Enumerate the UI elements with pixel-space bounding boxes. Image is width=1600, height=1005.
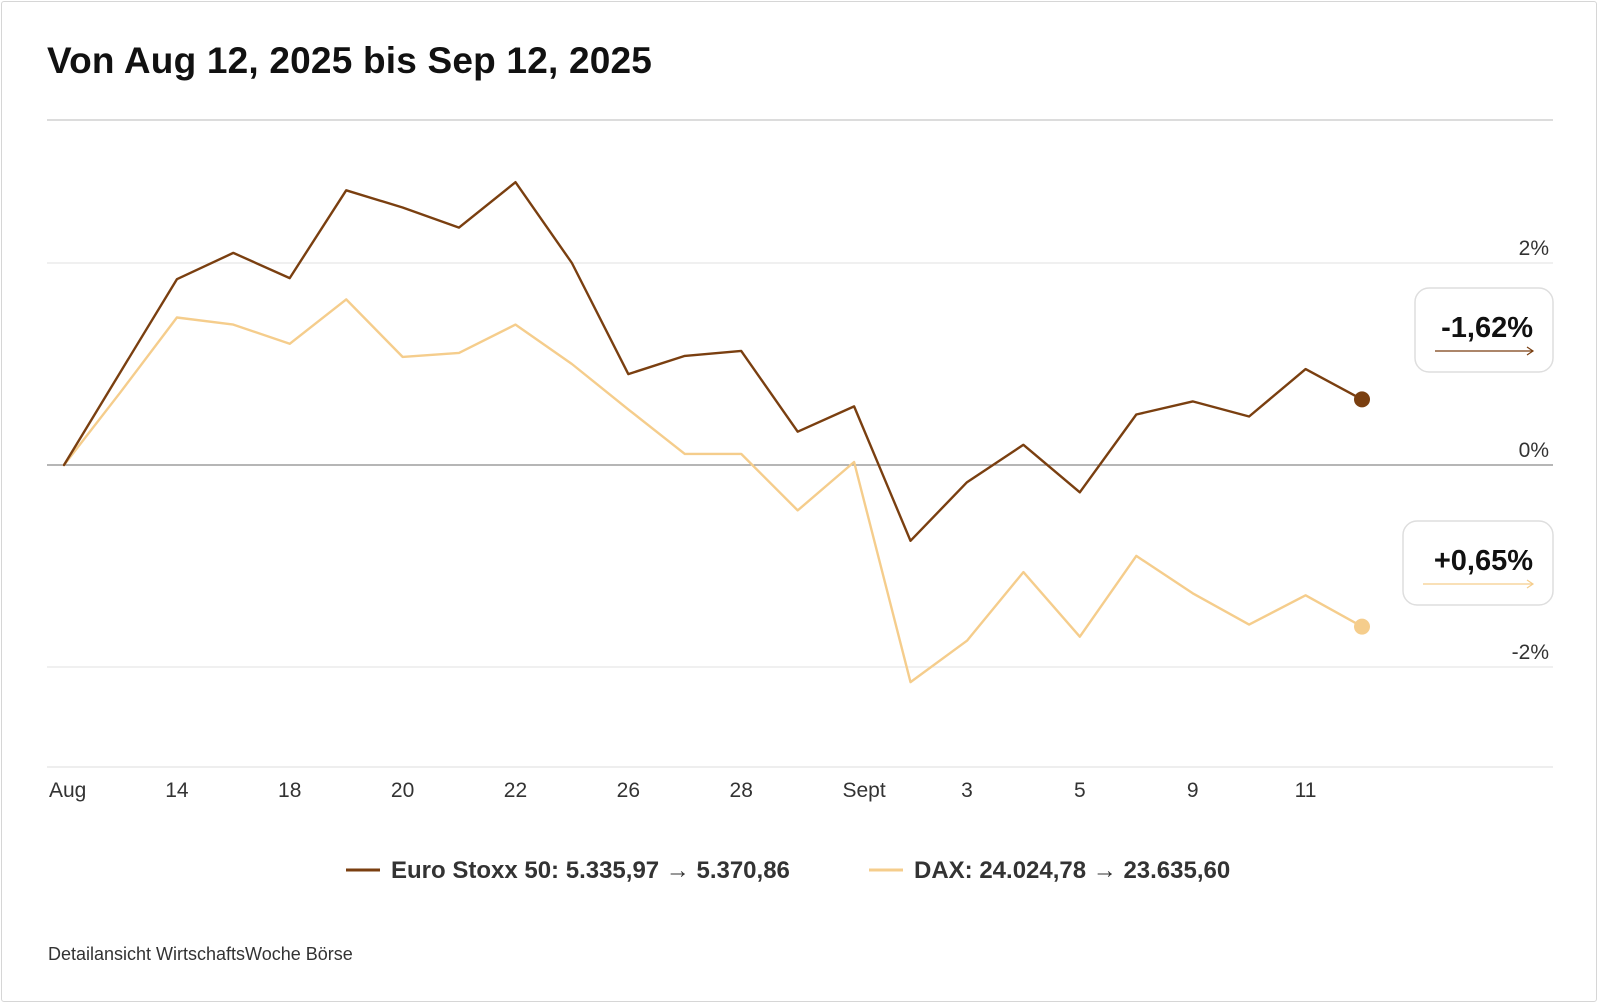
- x-tick-label: 26: [617, 779, 640, 802]
- x-tick-label: Sept: [842, 779, 885, 802]
- chart-title: Von Aug 12, 2025 bis Sep 12, 2025: [47, 40, 653, 81]
- source-footer: Detailansicht WirtschaftsWoche Börse: [48, 944, 353, 964]
- x-tick-label: 3: [961, 779, 973, 802]
- arrow-head-icon: [1526, 579, 1535, 589]
- legend-label: DAX: 24.024,78 → 23.635,60: [914, 857, 1230, 884]
- series-line-euro-stoxx-50: [62, 180, 1364, 542]
- x-tick-label: 28: [730, 779, 753, 802]
- series-endpoint-dax: [1354, 618, 1370, 635]
- y-tick-label: 0%: [1519, 439, 1549, 462]
- x-tick-label: Aug: [49, 779, 86, 802]
- series-endpoint-euro-stoxx-50: [1354, 391, 1370, 408]
- x-tick-label: 20: [391, 779, 414, 802]
- y-tick-label: -2%: [1512, 641, 1549, 664]
- change-badge-dax: +0,65%: [1402, 520, 1554, 606]
- legend-item-euro-stoxx-50: Euro Stoxx 50: 5.335,97 → 5.370,86: [346, 857, 790, 884]
- x-tick-label: 9: [1187, 779, 1199, 802]
- change-badge-euro-stoxx-50: -1,62%: [1414, 287, 1554, 373]
- x-tick-label: 11: [1295, 779, 1317, 802]
- badge-value: +0,65%: [1434, 545, 1533, 577]
- x-tick-label: 18: [278, 779, 301, 802]
- legend-item-dax: DAX: 24.024,78 → 23.635,60: [869, 857, 1230, 884]
- badge-value: -1,62%: [1441, 312, 1533, 344]
- legend-label: Euro Stoxx 50: 5.335,97 → 5.370,86: [391, 857, 790, 884]
- arrow-head-icon: [1526, 346, 1535, 356]
- y-tick-label: 2%: [1519, 237, 1549, 260]
- series-line-dax: [62, 298, 1364, 684]
- x-tick-label: 5: [1074, 779, 1086, 802]
- x-tick-label: 22: [504, 779, 527, 802]
- x-tick-label: 14: [165, 779, 189, 802]
